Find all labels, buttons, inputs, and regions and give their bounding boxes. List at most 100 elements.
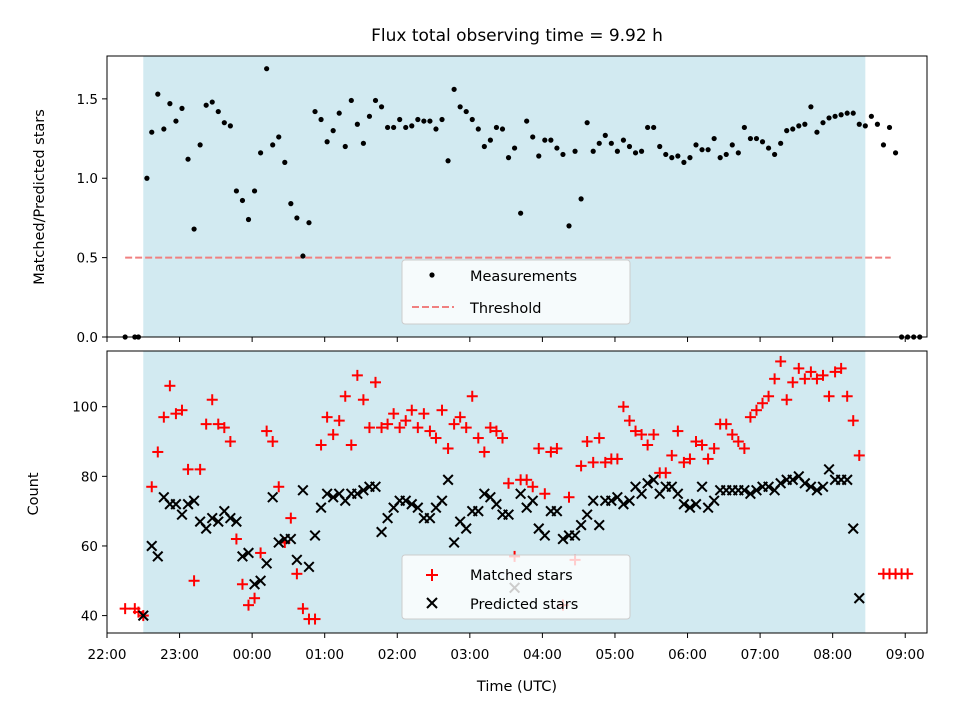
measurement-point [378,104,385,110]
matched-star-point [357,394,369,406]
measurement-point [693,142,699,148]
predicted-star-point [206,512,218,524]
predicted-star-point [236,550,248,562]
matched-star-point [636,429,648,441]
matched-star-point [702,453,714,465]
measurement-point [415,116,421,123]
bottom-x-tick-label: 01:00 [305,647,344,663]
predicted-star-point [823,463,835,475]
measurement-point [215,108,221,115]
matched-star-point [460,422,472,434]
measurement-point [288,201,294,207]
predicted-star-point [642,477,654,489]
predicted-star-point [291,554,303,566]
predicted-star-point [744,488,756,500]
measurement-point [832,113,838,119]
measurement-point [397,116,403,123]
legend-predicted-marker [426,597,438,609]
matched-star-point [218,422,230,434]
measurement-point [149,129,155,135]
measurement-point [384,124,391,131]
matched-star-point [170,408,182,420]
measurement-point [608,140,614,146]
matched-star-point [817,369,829,381]
measurement-point [391,124,397,131]
predicted-star-point [382,512,394,524]
bottom-legend: Matched stars Predicted stars [401,554,631,620]
matched-star-point [587,456,599,468]
legend-threshold-label: Threshold [469,301,541,317]
matched-star-point [775,355,787,367]
predicted-star-point [690,498,702,510]
predicted-star-point [623,495,635,507]
matched-star-point [448,418,460,430]
bottom-panel: 40 60 80 100 22:00 23:00 00:00 01:00 02:00 03:00… [26,350,928,695]
measurement-point [572,148,578,154]
matched-star-point [255,547,267,559]
predicted-star-point [242,547,255,559]
bottom-y-tick-label: 80 [81,469,98,485]
top-y-tick-label: 0.0 [77,330,98,346]
matched-star-point [847,415,859,427]
measurement-point [524,118,530,124]
measurement-point [645,124,651,131]
predicted-star-point [708,495,720,507]
top-y-axis-label: Matched/Predicted stars [32,109,48,285]
measurement-point [264,66,270,72]
measurement-point [530,134,536,140]
predicted-star-point [442,474,454,486]
measurement-point [409,123,415,129]
top-panel: 0.0 0.5 1.0 1.5 Matched/Predicted stars Mea… [32,55,928,346]
matched-star-point [732,436,744,448]
legend-matched-marker [426,569,438,581]
measurement-point [772,151,778,158]
matched-star-point [152,446,164,458]
matched-star-point [805,366,817,378]
measurement-point [892,150,899,156]
predicted-star-point [763,481,775,493]
matched-star-point [424,425,436,437]
matched-star-point [236,578,248,590]
top-y-axis: 0.0 0.5 1.0 1.5 [77,92,107,346]
matched-star-point [442,442,454,454]
measurement-point [270,142,276,148]
measurement-point [481,143,487,150]
predicted-star-point [369,481,382,493]
predicted-star-point [137,610,149,622]
bottom-x-tick-label: 07:00 [741,647,780,663]
measurement-point [493,124,500,131]
chart-title: Flux total observing time = 9.92 h [371,26,663,46]
matched-star-point [545,446,557,458]
matched-star-point [230,533,242,545]
predicted-star-point [636,488,648,500]
measurement-point [880,142,887,148]
predicted-star-point [678,498,690,510]
matched-star-point [412,422,424,434]
measurement-point [814,129,820,135]
legend-predicted-label: Predicted stars [470,597,578,613]
matched-star-point [533,442,545,454]
matched-star-point [119,603,131,615]
matched-star-point [339,390,351,402]
matched-star-point [388,408,400,420]
predicted-star-point [285,533,297,545]
legend-matched-label: Matched stars [470,568,573,584]
predicted-star-point [327,491,339,503]
predicted-star-point [696,481,708,493]
predicted-star-point [775,477,787,489]
measurement-point [808,104,814,110]
measurement-point [663,151,669,158]
matched-star-point [787,376,799,388]
measurement-point [518,210,524,216]
matched-star-point [690,436,702,448]
measurement-point [179,105,185,111]
measurement-point [826,115,832,121]
measurement-point [554,145,560,151]
predicted-star-point [255,575,267,587]
measurement-point [584,120,590,126]
predicted-star-point [230,516,242,528]
predicted-star-point [750,484,762,496]
bottom-x-axis-label: Time (UTC) [476,679,557,695]
measurement-point [312,108,318,115]
